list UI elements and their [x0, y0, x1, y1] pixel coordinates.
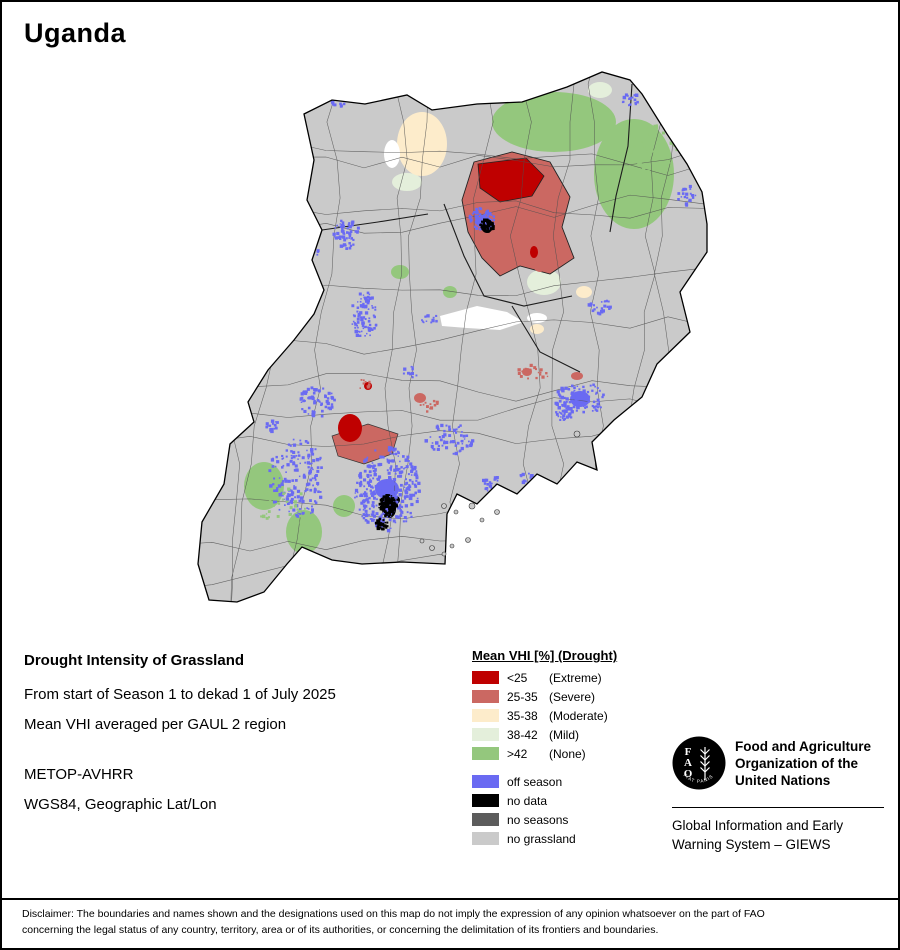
legend-row: 25-35 (Severe) — [472, 687, 617, 706]
legend-row: no grassland — [472, 829, 617, 848]
legend-label: (None) — [549, 746, 586, 761]
fao-org-line: Food and Agriculture — [735, 739, 871, 754]
legend-label: (Severe) — [549, 689, 596, 704]
fao-divider — [672, 807, 884, 808]
legend-swatch — [472, 709, 499, 722]
legend-row: <25 (Extreme) — [472, 668, 617, 687]
legend-swatch — [472, 813, 499, 826]
lake-islands — [419, 430, 581, 557]
legend-label: off season — [507, 774, 563, 789]
legend-range: 25-35 — [507, 689, 538, 704]
legend-row: no data — [472, 791, 617, 810]
legend-drought-list: <25 (Extreme) 25-35 (Severe) 35-38 (Moderate)… — [472, 668, 617, 763]
legend-row: 35-38 (Moderate) — [472, 706, 617, 725]
giews-line: Global Information and Early — [672, 818, 844, 833]
legend-swatch — [472, 775, 499, 788]
footer-divider — [2, 898, 898, 900]
info-aggregation: Mean VHI averaged per GAUL 2 region — [24, 716, 287, 733]
map-info: Drought Intensity of Grassland From star… — [24, 652, 336, 826]
legend-other-list: off season no data no seasons no grassland — [472, 772, 617, 848]
legend-row: >42 (None) — [472, 744, 617, 763]
legend-label: no grassland — [507, 831, 576, 846]
fao-block: F A O FIAT PANIS Food and Agriculture Or… — [672, 736, 888, 854]
page-title: Uganda — [24, 18, 127, 48]
disclaimer-line: Disclaimer: The boundaries and names sho… — [22, 908, 765, 920]
disclaimer-line: concerning the legal status of any count… — [22, 924, 659, 936]
disclaimer: Disclaimer: The boundaries and names sho… — [22, 906, 765, 938]
legend-swatch — [472, 728, 499, 741]
svg-text:F: F — [685, 746, 692, 758]
legend-range: <25 — [507, 670, 528, 685]
legend-range: >42 — [507, 746, 528, 761]
legend-label: no data — [507, 793, 548, 808]
legend-swatch — [472, 671, 499, 684]
giews-name: Global Information and Early Warning Sys… — [672, 816, 888, 854]
uganda-map-svg — [197, 71, 708, 603]
fao-org-line: Organization of the — [735, 756, 858, 771]
legend-row: 38-42 (Mild) — [472, 725, 617, 744]
legend-label: (Mild) — [549, 727, 579, 742]
fao-logo-icon: F A O FIAT PANIS — [672, 736, 726, 790]
wheat-ear-icon — [700, 747, 710, 780]
legend-swatch — [472, 690, 499, 703]
legend-swatch — [472, 832, 499, 845]
info-projection: WGS84, Geographic Lat/Lon — [24, 796, 217, 813]
info-sensor: METOP-AVHRR — [24, 766, 134, 783]
legend-row: off season — [472, 772, 617, 791]
legend-swatch — [472, 794, 499, 807]
giews-line: Warning System – GIEWS — [672, 837, 831, 852]
fao-org-name: Food and Agriculture Organization of the… — [735, 736, 871, 789]
legend-label: (Moderate) — [549, 708, 608, 723]
svg-text:A: A — [684, 757, 692, 769]
legend-label: no seasons — [507, 812, 569, 827]
legend-row: no seasons — [472, 810, 617, 829]
info-period: From start of Season 1 to dekad 1 of Jul… — [24, 686, 336, 703]
legend-swatch — [472, 747, 499, 760]
map-subtitle: Drought Intensity of Grassland — [24, 652, 245, 669]
legend-range: 38-42 — [507, 727, 538, 742]
legend-title: Mean VHI [%] (Drought) — [472, 648, 618, 663]
fao-org-line: United Nations — [735, 773, 831, 788]
country-outline — [197, 71, 708, 603]
legend-label: (Extreme) — [549, 670, 602, 685]
uganda-map — [182, 54, 717, 614]
legend-range: 35-38 — [507, 708, 538, 723]
svg-text:O: O — [684, 768, 693, 780]
legend: Mean VHI [%] (Drought) <25 (Extreme) 25-35… — [472, 648, 617, 848]
